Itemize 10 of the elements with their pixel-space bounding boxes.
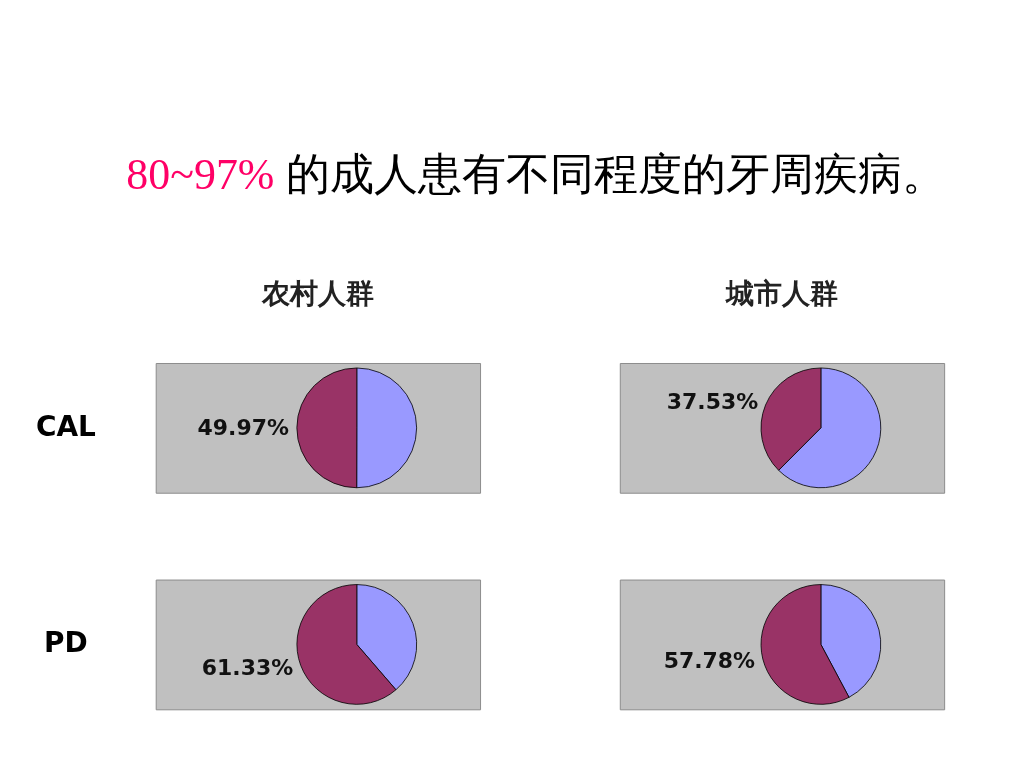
- text: 的成人患有不同程度的牙周疾病。: [286, 148, 947, 200]
- data-label: 61.33%: [201, 655, 294, 681]
- text: PD: [44, 626, 88, 660]
- text: CAL: [35, 409, 97, 443]
- text: 80~97%: [126, 150, 275, 199]
- chart-title: 城市人群: [724, 277, 838, 311]
- chart-title: 农村人群: [260, 277, 374, 311]
- data-label: 57.78%: [663, 647, 756, 673]
- data-label: 49.97%: [197, 414, 289, 440]
- data-label: 37.53%: [666, 388, 759, 414]
